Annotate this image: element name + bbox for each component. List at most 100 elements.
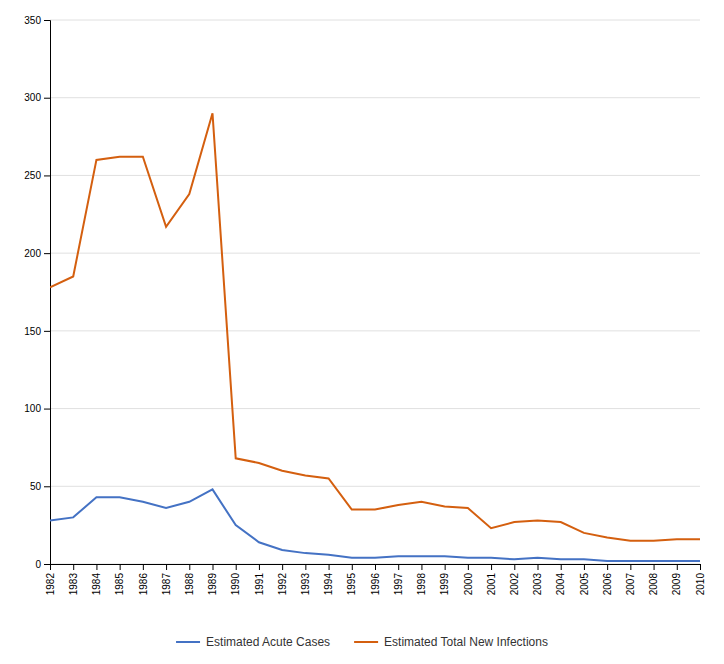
x-tick-mark: [491, 564, 492, 570]
grid-line: [50, 330, 700, 331]
y-tick-mark: [44, 253, 50, 254]
x-tick: 2009: [671, 564, 682, 595]
x-tick-label: 1983: [68, 573, 79, 596]
chart: 1982198319841985198619871988198919901991…: [0, 0, 724, 664]
grid-line: [50, 253, 700, 254]
y-tick-mark: [44, 409, 50, 410]
x-tick-mark: [282, 564, 283, 570]
x-tick-label: 1990: [230, 573, 241, 596]
x-tick-label: 1995: [346, 573, 357, 596]
x-tick: 1996: [370, 564, 381, 595]
x-tick: 1987: [161, 564, 172, 595]
y-tick: 50: [30, 481, 50, 492]
x-tick-mark: [514, 564, 515, 570]
y-tick-mark: [44, 175, 50, 176]
y-tick-label: 300: [24, 92, 41, 103]
y-tick-label: 250: [24, 170, 41, 181]
x-tick: 2005: [579, 564, 590, 595]
y-tick-mark: [44, 331, 50, 332]
x-tick-mark: [584, 564, 585, 570]
x-tick-label: 2008: [648, 573, 659, 596]
x-tick: 1983: [68, 564, 79, 595]
x-axis-line: [51, 565, 701, 571]
x-tick-label: 1999: [439, 573, 450, 596]
x-tick: 2006: [602, 564, 613, 595]
y-tick-label: 150: [24, 326, 41, 337]
x-tick-label: 2009: [671, 573, 682, 596]
x-tick: 2004: [555, 564, 566, 595]
x-tick-mark: [329, 564, 330, 570]
legend: Estimated Acute Cases Estimated Total New…: [176, 635, 548, 649]
x-tick-label: 1997: [393, 573, 404, 596]
x-tick-label: 2006: [602, 573, 613, 596]
x-tick-label: 2007: [625, 573, 636, 596]
x-tick-label: 1988: [184, 573, 195, 596]
x-tick: 2010: [695, 564, 706, 595]
grid-line: [50, 20, 700, 21]
grid-line: [50, 97, 700, 98]
x-tick-mark: [259, 564, 260, 570]
x-tick-label: 1991: [254, 573, 265, 596]
x-tick-mark: [445, 564, 446, 570]
x-tick-mark: [166, 564, 167, 570]
x-tick-mark: [607, 564, 608, 570]
grid: [50, 20, 700, 564]
x-tick-mark: [654, 564, 655, 570]
y-tick: 350: [24, 15, 50, 26]
x-tick: 1988: [184, 564, 195, 595]
x-tick-label: 2004: [555, 573, 566, 596]
x-tick-label: 2005: [579, 573, 590, 596]
x-tick-mark: [630, 564, 631, 570]
x-tick-mark: [375, 564, 376, 570]
x-axis: 1982198319841985198619871988198919901991…: [45, 564, 706, 595]
legend-label: Estimated Acute Cases: [206, 635, 330, 649]
x-tick-label: 1986: [138, 573, 149, 596]
legend-item: Estimated Total New Infections: [354, 635, 548, 649]
x-tick-label: 2003: [532, 573, 543, 596]
x-tick-mark: [213, 564, 214, 570]
y-tick: 100: [24, 403, 50, 414]
x-tick-mark: [538, 564, 539, 570]
x-tick-mark: [120, 564, 121, 570]
legend-item: Estimated Acute Cases: [176, 635, 330, 649]
y-tick: 200: [24, 248, 50, 259]
y-axis-line: [44, 21, 51, 565]
x-tick-label: 1984: [91, 573, 102, 596]
x-tick-mark: [73, 564, 74, 570]
y-tick-mark: [44, 564, 50, 565]
x-tick-label: 1989: [207, 573, 218, 596]
grid-line: [50, 175, 700, 176]
x-tick: 1990: [230, 564, 241, 595]
x-tick-mark: [143, 564, 144, 570]
x-tick-label: 2000: [463, 573, 474, 596]
x-tick: 1986: [138, 564, 149, 595]
legend-swatch: [176, 641, 200, 643]
x-tick-mark: [700, 564, 701, 570]
series-line: [50, 489, 700, 560]
x-tick-label: 2002: [509, 573, 520, 596]
y-tick: 0: [35, 559, 50, 570]
grid-line: [50, 408, 700, 409]
x-tick-label: 1992: [277, 573, 288, 596]
x-tick-mark: [677, 564, 678, 570]
x-tick: 2003: [532, 564, 543, 595]
x-tick: 1994: [323, 564, 334, 595]
y-tick-label: 200: [24, 248, 41, 259]
x-tick: 1998: [416, 564, 427, 595]
y-tick-mark: [44, 486, 50, 487]
x-tick: 2007: [625, 564, 636, 595]
legend-swatch: [354, 641, 378, 643]
y-tick: 300: [24, 92, 50, 103]
x-tick-label: 2010: [695, 573, 706, 596]
x-tick: 1989: [207, 564, 218, 595]
x-tick-label: 1996: [370, 573, 381, 596]
x-tick-mark: [189, 564, 190, 570]
x-tick: 1991: [254, 564, 265, 595]
x-tick-mark: [352, 564, 353, 570]
x-tick: 1982: [45, 564, 56, 595]
y-tick-label: 50: [30, 481, 42, 492]
x-tick: 1992: [277, 564, 288, 595]
x-tick-mark: [96, 564, 97, 570]
x-tick: 1984: [91, 564, 102, 595]
x-tick-mark: [236, 564, 237, 570]
